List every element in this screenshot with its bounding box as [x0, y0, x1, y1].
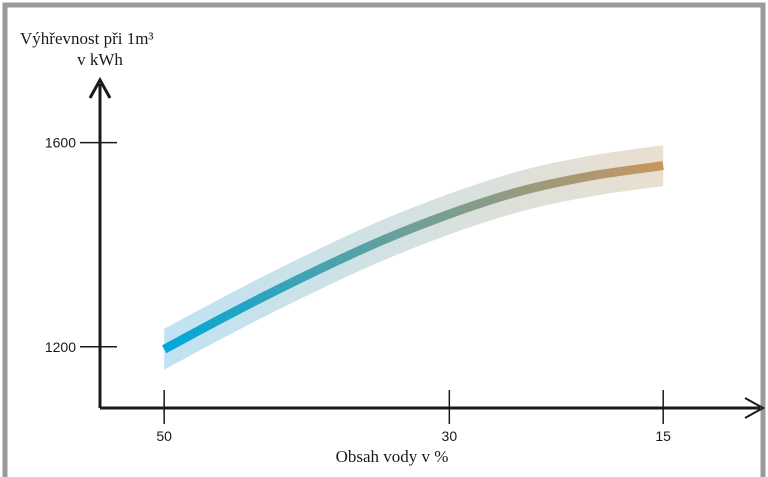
x-axis-arrow-icon [744, 397, 766, 419]
series-line [162, 161, 664, 354]
x-tick-label: 30 [442, 428, 458, 444]
y-axis-label-line2: v kWh [77, 50, 123, 69]
y-tick-label: 1600 [45, 135, 76, 151]
x-tick-label: 50 [156, 428, 172, 444]
y-tick-label: 1200 [45, 339, 76, 355]
y-axis-label-line1: Výhřevnost při 1m³ [20, 29, 154, 48]
y-axis-arrow-icon [88, 76, 112, 99]
uncertainty-band [164, 145, 664, 370]
x-axis-label: Obsah vody v % [336, 447, 449, 466]
x-tick-label: 15 [655, 428, 671, 444]
